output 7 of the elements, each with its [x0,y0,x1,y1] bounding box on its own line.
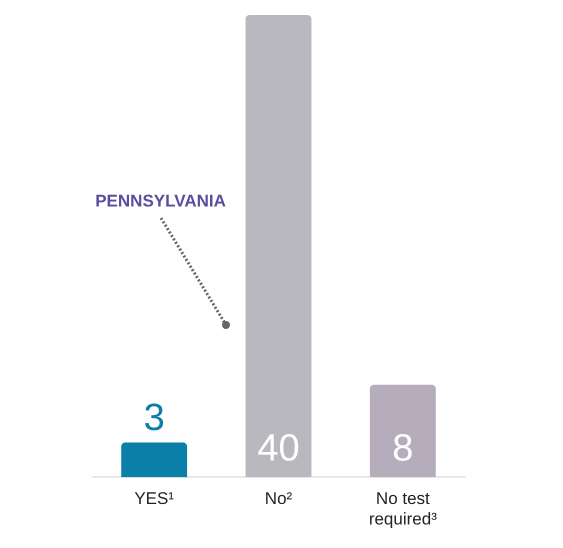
data-label: 8 [392,428,414,470]
data-label: 3 [144,397,165,440]
x-tick-label: No² [264,489,293,508]
x-tick-label: No test required³ [368,489,438,528]
data-label: 40 [257,428,300,470]
x-tick-label: YES¹ [134,489,174,508]
annotation: PENNSYLVANIA [95,192,226,211]
